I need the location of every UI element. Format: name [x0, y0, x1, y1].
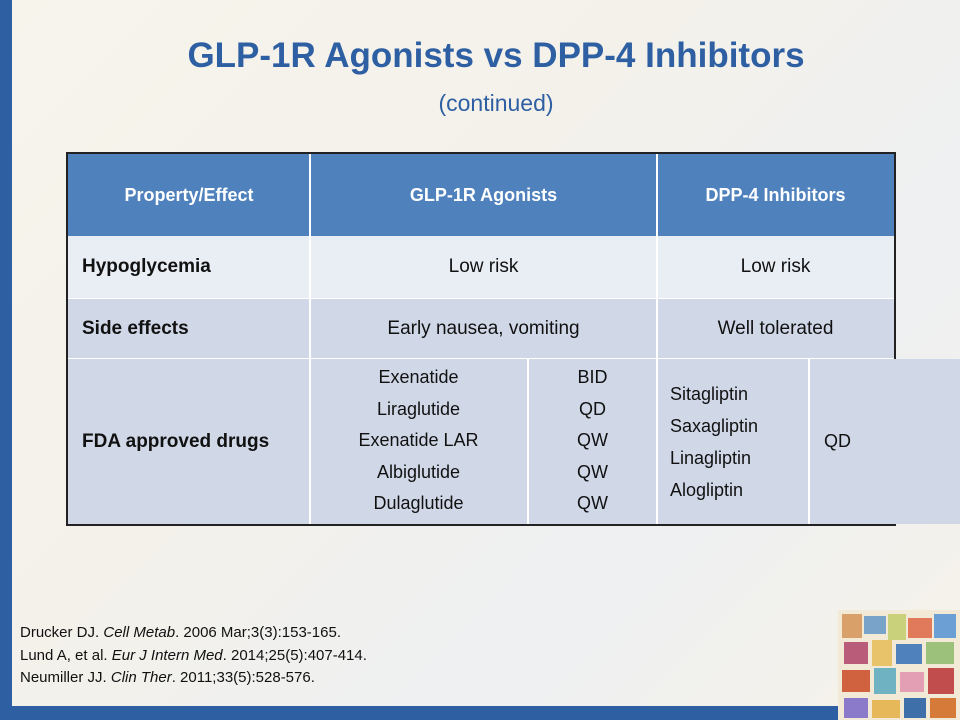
- column-divider: [527, 359, 529, 524]
- list-item: QW: [577, 493, 608, 513]
- column-divider: [309, 154, 311, 524]
- list-item: Linagliptin: [670, 448, 752, 468]
- reference-details: . 2014;25(5):407-414.: [222, 646, 367, 664]
- cell: Early nausea, vomiting: [310, 299, 657, 358]
- reference-details: . 2011;33(5):528-576.: [171, 669, 315, 686]
- list-item: Sitagliptin: [670, 384, 749, 404]
- reference: Neumiller JJ. Clin Ther. 2011;33(5):528-…: [20, 667, 367, 690]
- side-bar: [0, 0, 12, 720]
- reference: Lund A, et al. Eur J Intern Med. 2014;25…: [20, 645, 367, 668]
- list-item: QW: [577, 430, 608, 450]
- column-header: GLP-1R Agonists: [310, 154, 657, 236]
- reference-journal: Clin Ther: [110, 669, 172, 686]
- column-divider: [656, 154, 658, 524]
- cell: Low risk: [310, 236, 657, 298]
- column-header: Property/Effect: [68, 154, 310, 236]
- list-item: QW: [577, 461, 608, 482]
- reference-author: Drucker DJ.: [20, 624, 100, 641]
- reference-details: . 2006 Mar;3(3):153-165.: [175, 624, 341, 641]
- dosing-list: QD: [810, 378, 894, 506]
- list-item: Dulaglutide: [373, 493, 464, 513]
- row-divider: [68, 358, 894, 359]
- cell: [310, 359, 960, 524]
- mosaic-image: [838, 610, 960, 720]
- cell: Well tolerated: [657, 299, 894, 358]
- row-label: Hypoglycemia: [68, 236, 310, 298]
- list-item: Exenatide: [378, 367, 459, 387]
- bottom-bar: [0, 706, 960, 720]
- list-item: Liraglutide: [376, 398, 461, 419]
- column-divider: [808, 359, 810, 524]
- list-item: Alogliptin: [670, 480, 744, 500]
- slide-subtitle: (continued): [438, 90, 554, 116]
- reference-author: Lund A, et al.: [20, 646, 108, 664]
- row-label: Side effects: [68, 299, 310, 358]
- row-divider: [68, 298, 894, 299]
- column-header: DPP-4 Inhibitors: [657, 154, 894, 236]
- list-item: QD: [579, 398, 606, 419]
- reference-author: Neumiller JJ.: [20, 669, 107, 686]
- list-item: QD: [824, 431, 851, 452]
- slide-title: GLP-1R Agonists vs DPP-4 Inhibitors: [187, 36, 805, 75]
- row-label: FDA approved drugs: [68, 359, 310, 524]
- cell: Low risk: [657, 236, 894, 298]
- reference-journal: Cell Metab: [103, 624, 176, 641]
- reference-journal: Eur J Intern Med: [111, 646, 223, 664]
- reference: Drucker DJ. Cell Metab. 2006 Mar;3(3):15…: [20, 622, 367, 645]
- references: Drucker DJ. Cell Metab. 2006 Mar;3(3):15…: [20, 622, 367, 690]
- dosing-list: BID QD QW QW QW: [529, 362, 656, 520]
- list-item: Saxagliptin: [670, 416, 759, 436]
- list-item: Exenatide LAR: [358, 430, 479, 450]
- drug-list: Exenatide Liraglutide Exenatide LAR Albiglu…: [310, 362, 527, 520]
- comparison-table: Property/Effect GLP-1R Agonists DPP-4 In…: [66, 152, 960, 526]
- drug-list: Sitagliptin Saxagliptin Linagliptin Aloglip…: [670, 378, 808, 506]
- list-item: Albiglutide: [376, 461, 461, 482]
- list-item: BID: [577, 367, 608, 387]
